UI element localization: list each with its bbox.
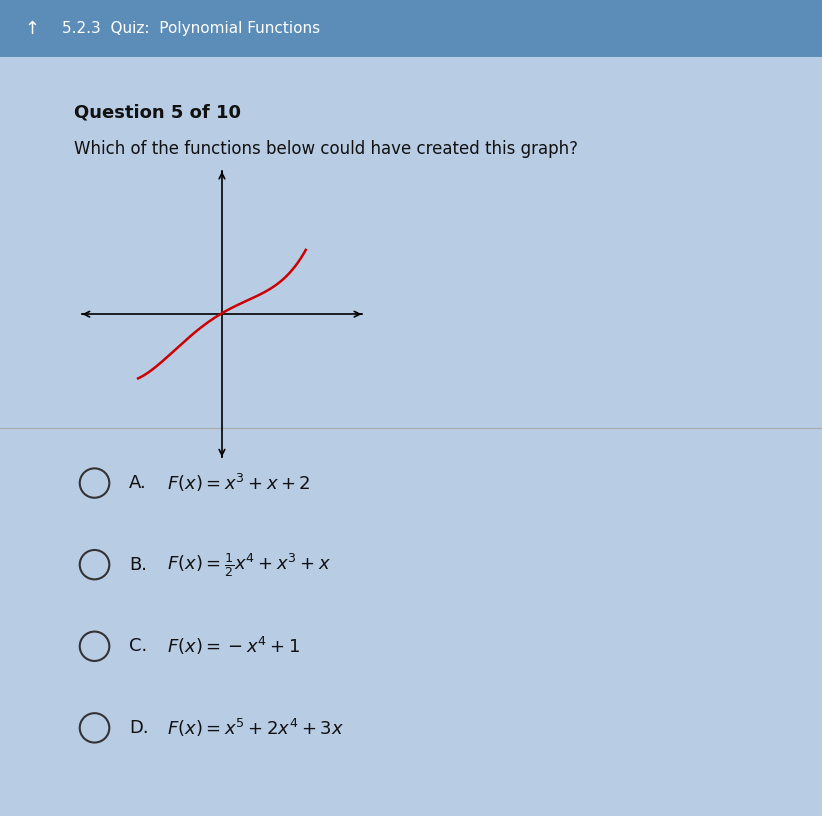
- Text: $F(x) = x^3 + x + 2$: $F(x) = x^3 + x + 2$: [167, 472, 311, 494]
- Text: C.: C.: [129, 637, 147, 655]
- Text: D.: D.: [129, 719, 149, 737]
- FancyBboxPatch shape: [0, 0, 822, 57]
- Text: Which of the functions below could have created this graph?: Which of the functions below could have …: [74, 140, 578, 157]
- Text: Question 5 of 10: Question 5 of 10: [74, 104, 241, 122]
- Text: 5.2.3  Quiz:  Polynomial Functions: 5.2.3 Quiz: Polynomial Functions: [62, 21, 320, 36]
- Text: A.: A.: [129, 474, 147, 492]
- Text: ↑: ↑: [25, 20, 39, 38]
- Text: $F(x) = -x^4 + 1$: $F(x) = -x^4 + 1$: [167, 635, 300, 658]
- Text: $F(x) = \frac{1}{2}x^4 + x^3 + x$: $F(x) = \frac{1}{2}x^4 + x^3 + x$: [167, 551, 331, 579]
- Text: B.: B.: [129, 556, 147, 574]
- Text: $F(x) = x^5 + 2x^4 + 3x$: $F(x) = x^5 + 2x^4 + 3x$: [167, 716, 344, 739]
